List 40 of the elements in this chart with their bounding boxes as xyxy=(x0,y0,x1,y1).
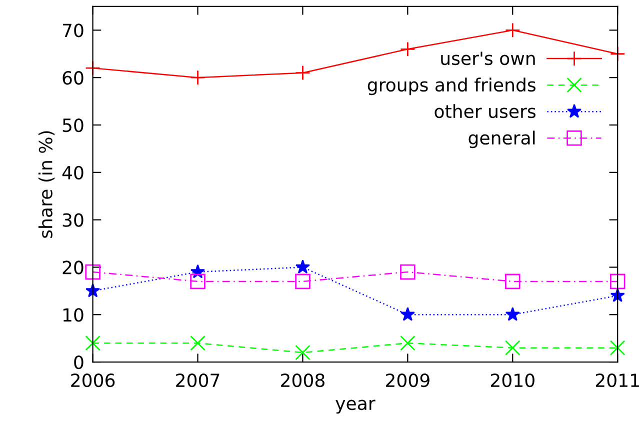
x-tick-label: 2011 xyxy=(596,373,639,388)
point xyxy=(610,274,626,290)
y-tick-label: 0 xyxy=(74,356,84,370)
point xyxy=(190,70,206,86)
legend-label: groups and friends xyxy=(368,78,536,96)
point xyxy=(505,22,520,38)
point xyxy=(295,274,310,290)
point xyxy=(610,46,626,62)
legend-label: user's own xyxy=(441,52,535,66)
y-axis-title: share (in %) xyxy=(38,131,55,238)
point xyxy=(400,306,415,321)
point xyxy=(400,264,416,280)
y-tick-label: 20 xyxy=(62,260,84,274)
legend-label: general xyxy=(468,130,535,148)
point xyxy=(400,335,416,351)
x-tick-label: 2008 xyxy=(281,373,324,388)
x-axis-title: year xyxy=(336,400,376,414)
point xyxy=(295,65,310,80)
point xyxy=(295,344,310,360)
y-tick-label: 30 xyxy=(62,213,84,227)
point xyxy=(190,274,206,290)
y-tick-label: 10 xyxy=(63,308,84,322)
x-tick-label: 2006 xyxy=(71,373,115,388)
point xyxy=(190,335,206,351)
point xyxy=(295,260,310,274)
x-tick-label: 2010 xyxy=(490,373,534,388)
point xyxy=(610,340,626,356)
y-tick-label: 40 xyxy=(62,166,84,180)
y-tick-label: 50 xyxy=(62,118,84,132)
legend-label: other users xyxy=(434,104,536,118)
point xyxy=(85,335,100,351)
y-tick-label: 60 xyxy=(62,71,84,85)
point xyxy=(505,306,520,321)
point xyxy=(505,274,520,290)
y-tick-label: 70 xyxy=(62,24,84,38)
x-tick-label: 2007 xyxy=(176,373,220,388)
point xyxy=(505,340,520,356)
point xyxy=(85,264,100,280)
x-tick-label: 2009 xyxy=(386,373,430,388)
point xyxy=(400,41,416,57)
